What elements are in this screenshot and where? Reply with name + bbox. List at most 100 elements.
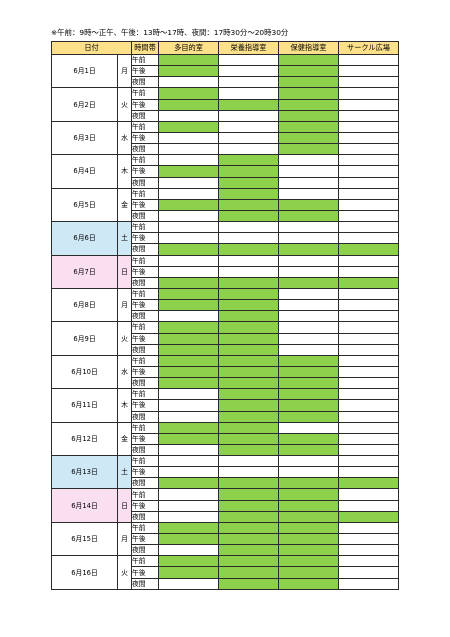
header-multipurpose-room: 多目的室 — [158, 41, 220, 55]
circle-plaza-availability-cell — [338, 388, 400, 401]
health-room-availability-cell — [278, 332, 340, 345]
nutrition-room-availability-cell — [218, 65, 280, 78]
circle-plaza-availability-cell — [338, 243, 400, 256]
weekday-cell: 金 — [116, 187, 133, 223]
schedule-row: 午後 — [52, 432, 400, 445]
multipurpose-room-availability-cell — [158, 243, 220, 256]
circle-plaza-availability-cell — [338, 120, 400, 133]
multipurpose-room-availability-cell — [158, 544, 220, 557]
circle-plaza-availability-cell — [338, 566, 400, 579]
schedule-row: 午後 — [52, 265, 400, 278]
multipurpose-room-availability-cell — [158, 254, 220, 267]
schedule-row: 夜間 — [52, 343, 400, 356]
time-slot-note: ※午前：9時～正午、午後：13時～17時、夜間：17時30分～20時30分 — [51, 28, 289, 37]
schedule-row: 6月11日木午前 — [51, 388, 400, 423]
circle-plaza-availability-cell — [338, 521, 400, 535]
health-room-availability-cell — [278, 566, 340, 579]
header-nutrition-room: 栄養指導室 — [218, 41, 280, 55]
date-cell: 6月11日 — [51, 388, 118, 423]
time-slot-label: 夜間 — [131, 176, 160, 189]
schedule-row: 午後 — [52, 131, 400, 145]
time-slot-label: 午後 — [131, 533, 160, 546]
nutrition-room-availability-cell — [218, 76, 280, 89]
time-slot-label: 午後 — [131, 131, 160, 145]
multipurpose-room-availability-cell — [158, 354, 220, 367]
nutrition-room-availability-cell — [218, 109, 280, 122]
multipurpose-room-availability-cell — [158, 165, 220, 178]
weekday-cell: 月 — [116, 53, 133, 89]
nutrition-room-availability-cell — [218, 533, 280, 546]
multipurpose-room-availability-cell — [158, 477, 220, 490]
health-room-availability-cell — [278, 455, 340, 468]
nutrition-room-availability-cell — [218, 521, 280, 535]
circle-plaza-availability-cell — [338, 377, 400, 390]
weekday-cell: 月 — [116, 287, 133, 323]
time-slot-label: 夜間 — [131, 443, 160, 457]
date-cell: 6月7日 — [51, 254, 118, 289]
time-slot-label: 午前 — [131, 53, 160, 67]
circle-plaza-availability-cell — [338, 287, 400, 301]
health-room-availability-cell — [278, 521, 340, 535]
health-room-availability-cell — [278, 243, 340, 256]
schedule-row: 午後 — [52, 198, 400, 211]
date-cell: 6月1日 — [51, 53, 118, 89]
circle-plaza-availability-cell — [338, 87, 400, 100]
health-room-availability-cell — [278, 410, 340, 423]
multipurpose-room-availability-cell — [158, 377, 220, 390]
nutrition-room-availability-cell — [218, 299, 280, 312]
circle-plaza-availability-cell — [338, 443, 400, 457]
schedule-row: 6月1日月午前 — [51, 53, 400, 89]
weekday-cell: 木 — [116, 388, 133, 423]
schedule-row: 午後 — [52, 566, 400, 579]
nutrition-room-availability-cell — [218, 143, 280, 156]
circle-plaza-availability-cell — [338, 187, 400, 200]
circle-plaza-availability-cell — [338, 365, 400, 379]
multipurpose-room-availability-cell — [158, 521, 220, 535]
date-cell: 6月9日 — [51, 321, 118, 356]
nutrition-room-availability-cell — [218, 98, 280, 111]
multipurpose-room-availability-cell — [158, 221, 220, 234]
weekday-cell: 木 — [116, 154, 133, 189]
health-room-availability-cell — [278, 299, 340, 312]
circle-plaza-availability-cell — [338, 254, 400, 267]
schedule-row: 6月8日月午前 — [51, 287, 400, 323]
time-slot-label: 午前 — [131, 521, 160, 535]
multipurpose-room-availability-cell — [158, 555, 220, 568]
multipurpose-room-availability-cell — [158, 76, 220, 89]
nutrition-room-availability-cell — [218, 343, 280, 356]
weekday-cell: 日 — [116, 488, 133, 523]
nutrition-room-availability-cell — [218, 276, 280, 289]
time-slot-label: 夜間 — [131, 410, 160, 423]
multipurpose-room-availability-cell — [158, 566, 220, 579]
room-schedule-table: 日付 時間帯 多目的室 栄養指導室 保健指導室 サークル広場 6月1日月午前 午後… — [50, 41, 400, 590]
schedule-row: 6月16日火午前 — [51, 555, 400, 590]
time-slot-label: 夜間 — [131, 477, 160, 490]
date-cell: 6月12日 — [51, 421, 118, 457]
circle-plaza-availability-cell — [338, 276, 400, 289]
nutrition-room-availability-cell — [218, 577, 280, 590]
multipurpose-room-availability-cell — [158, 109, 220, 122]
time-slot-label: 午前 — [131, 321, 160, 334]
time-slot-label: 夜間 — [131, 143, 160, 156]
health-room-availability-cell — [278, 577, 340, 590]
nutrition-room-availability-cell — [218, 265, 280, 278]
multipurpose-room-availability-cell — [158, 232, 220, 245]
nutrition-room-availability-cell — [218, 176, 280, 189]
nutrition-room-availability-cell — [218, 510, 280, 523]
nutrition-room-availability-cell — [218, 209, 280, 223]
time-slot-label: 夜間 — [131, 343, 160, 356]
nutrition-room-availability-cell — [218, 499, 280, 512]
schedule-row: 午後 — [52, 499, 400, 512]
nutrition-room-availability-cell — [218, 466, 280, 479]
schedule-row: 6月5日金午前 — [51, 187, 400, 223]
nutrition-room-availability-cell — [218, 120, 280, 133]
health-room-availability-cell — [278, 131, 340, 145]
time-slot-label: 午後 — [131, 98, 160, 111]
health-room-availability-cell — [278, 65, 340, 78]
time-slot-label: 午後 — [131, 165, 160, 178]
circle-plaza-availability-cell — [338, 310, 400, 323]
health-room-availability-cell — [278, 421, 340, 434]
health-room-availability-cell — [278, 443, 340, 457]
time-slot-label: 午前 — [131, 154, 160, 167]
nutrition-room-availability-cell — [218, 410, 280, 423]
